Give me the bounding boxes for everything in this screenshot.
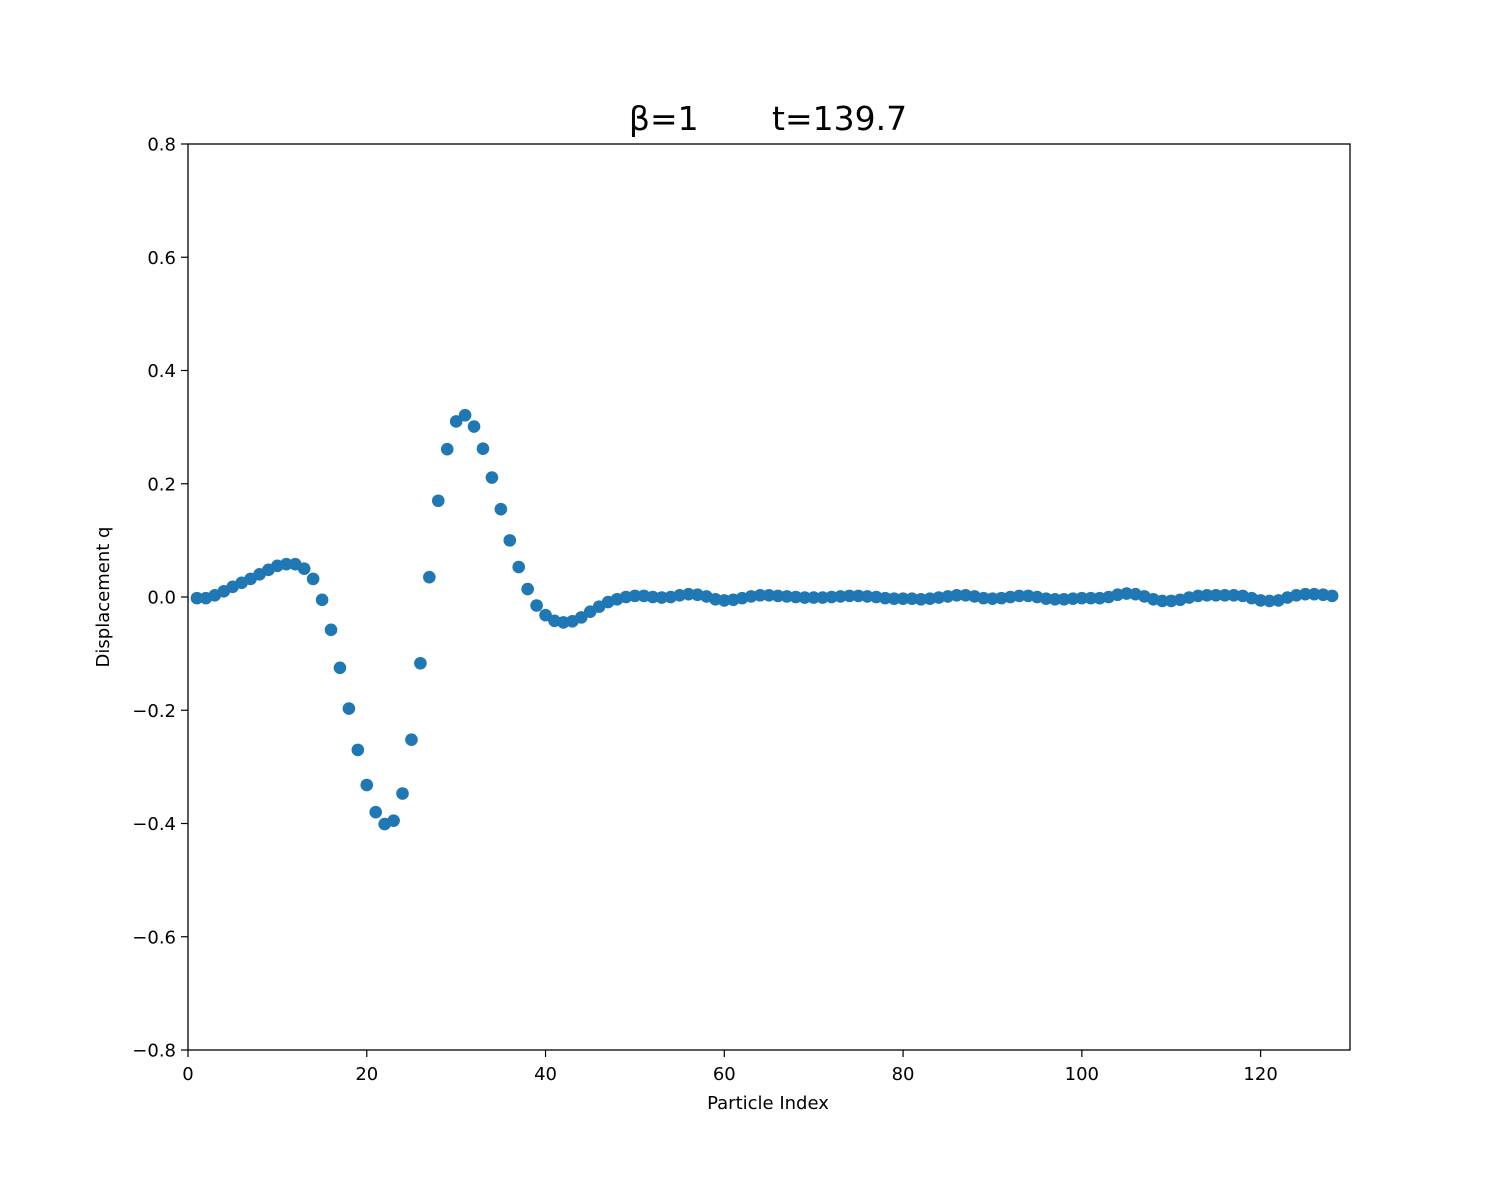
data-point (1325, 589, 1339, 603)
data-point (780, 590, 794, 603)
data-point (190, 591, 204, 605)
data-point (834, 590, 847, 603)
data-point (753, 589, 767, 602)
data-point (467, 420, 481, 433)
x-axis-ticks: 0 20 40 60 80 100 120 (182, 1050, 1278, 1085)
data-point (1084, 591, 1098, 605)
chart-title: β=1 t=139.7 (629, 99, 907, 138)
x-tick-label: 40 (534, 1064, 557, 1085)
data-point (655, 591, 669, 604)
data-point (1120, 587, 1133, 600)
y-tick-label: 0.2 (147, 474, 176, 495)
data-point (1057, 592, 1071, 606)
y-tick-label: −0.8 (132, 1041, 176, 1062)
data-point (342, 702, 356, 715)
data-point (494, 502, 508, 516)
data-point (1066, 592, 1080, 605)
y-tick-label: 0.0 (147, 588, 176, 609)
y-tick-label: −0.6 (132, 927, 176, 948)
data-point (539, 608, 552, 622)
data-point (306, 572, 320, 586)
data-point (861, 590, 874, 603)
data-point (476, 442, 490, 455)
data-point (369, 805, 383, 819)
data-point (1012, 589, 1026, 603)
data-point (1218, 589, 1232, 602)
data-point (324, 623, 338, 637)
y-axis-label: Displacement q (93, 527, 114, 668)
data-point (512, 560, 526, 574)
data-point (843, 589, 856, 603)
data-point (1155, 594, 1169, 608)
data-point (351, 743, 365, 757)
data-point (431, 494, 445, 508)
y-axis-ticks: −0.8 −0.6 −0.4 −0.2 0.0 0.2 0.4 0.6 0.8 (132, 135, 188, 1062)
data-point (574, 611, 588, 624)
y-tick-label: 0.4 (147, 361, 176, 382)
data-point (1307, 587, 1321, 601)
data-point (878, 591, 892, 605)
x-tick-label: 100 (1065, 1064, 1099, 1085)
data-point (914, 592, 928, 606)
data-point (1227, 589, 1241, 602)
data-point (825, 590, 838, 604)
data-point (423, 570, 436, 584)
data-point (852, 589, 865, 603)
data-point (682, 587, 695, 601)
data-point (521, 582, 534, 596)
data-point (530, 599, 543, 612)
data-point (297, 562, 311, 575)
data-point (807, 591, 820, 604)
data-point (628, 589, 642, 603)
data-point (387, 814, 400, 827)
data-point (1263, 594, 1276, 608)
x-axis-label: Particle Index (707, 1093, 829, 1114)
data-point (646, 590, 660, 604)
data-point (414, 656, 427, 670)
data-point (1200, 589, 1214, 602)
data-point (896, 592, 910, 605)
data-point (280, 557, 293, 571)
y-tick-label: 0.6 (147, 248, 176, 269)
data-point (1048, 592, 1062, 606)
data-point (1191, 589, 1205, 603)
data-point (950, 589, 964, 602)
data-point (333, 661, 347, 675)
data-point (360, 778, 374, 792)
data-point (440, 442, 454, 456)
data-point (449, 415, 463, 428)
data-point (405, 733, 418, 746)
data-point (458, 408, 472, 422)
data-point (977, 591, 990, 605)
x-tick-label: 120 (1243, 1064, 1277, 1085)
y-tick-label: 0.8 (147, 135, 176, 156)
x-tick-label: 20 (355, 1064, 378, 1085)
data-point (986, 592, 999, 605)
axes-frame (187, 143, 1351, 1051)
data-point (1209, 589, 1223, 602)
y-tick-label: −0.2 (132, 701, 176, 722)
data-point (1075, 591, 1089, 605)
data-point (1039, 592, 1053, 605)
data-point (798, 591, 812, 604)
x-tick-label: 0 (182, 1064, 193, 1085)
data-point (789, 590, 803, 604)
x-tick-label: 60 (713, 1064, 736, 1085)
data-point (503, 534, 517, 547)
data-point (485, 471, 499, 484)
x-tick-label: 80 (892, 1064, 915, 1085)
data-point (1254, 594, 1267, 607)
data-point (1299, 587, 1312, 601)
data-point (718, 594, 731, 607)
data-point (905, 592, 919, 605)
data-point (396, 787, 409, 800)
data-point (762, 589, 776, 602)
data-point (887, 592, 901, 605)
data-points (190, 408, 1339, 831)
data-point (315, 593, 329, 607)
data-point (771, 589, 785, 603)
data-point (816, 591, 829, 604)
y-tick-label: −0.4 (132, 814, 176, 835)
